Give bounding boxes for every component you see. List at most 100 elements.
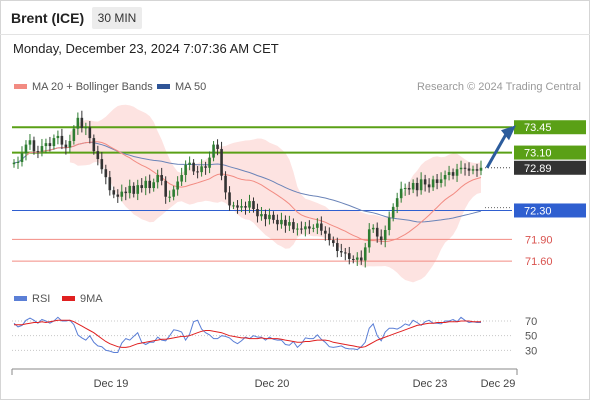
rsi-level-label: 30 — [525, 345, 537, 357]
candle — [427, 184, 431, 188]
rsi-legend-swatch — [62, 296, 75, 301]
candle — [160, 175, 163, 181]
support-badge — [514, 203, 586, 218]
candle — [132, 185, 136, 194]
candle — [200, 166, 203, 173]
candle — [431, 179, 435, 188]
x-tick-label: Dec 29 — [481, 378, 516, 390]
candle — [467, 168, 471, 171]
candle — [451, 172, 455, 176]
candle — [359, 257, 363, 261]
timeframe-button[interactable]: 30 MIN — [92, 7, 142, 29]
x-tick-label: Dec 20 — [255, 378, 290, 390]
candle — [176, 181, 179, 190]
rsi-legend-label: 9MA — [80, 293, 103, 305]
candle — [236, 205, 239, 208]
candle — [479, 167, 483, 171]
candle — [144, 180, 148, 189]
candle — [475, 169, 479, 171]
candle — [192, 162, 195, 172]
candle — [124, 191, 128, 194]
candle — [112, 190, 116, 195]
legend-label: MA 50 — [175, 81, 206, 93]
candle — [367, 229, 371, 248]
candle — [351, 258, 355, 260]
candle — [439, 179, 443, 183]
rsi-ma-line — [14, 319, 481, 348]
candle — [48, 143, 52, 147]
candle — [52, 138, 56, 147]
candle — [435, 179, 439, 183]
legend-swatch — [14, 84, 27, 89]
candle — [20, 153, 24, 162]
candle — [208, 157, 211, 168]
candle — [244, 206, 247, 208]
candle — [216, 144, 219, 149]
resistance-level-label: 73.45 — [524, 122, 552, 134]
forecast-arrow-head — [501, 125, 516, 141]
candle — [371, 227, 375, 230]
candle — [152, 182, 155, 189]
candle — [108, 177, 112, 191]
candle — [355, 257, 359, 260]
candle — [443, 175, 447, 180]
candle — [340, 251, 343, 253]
candle — [76, 117, 80, 129]
candle — [403, 188, 407, 190]
resistance-badge — [514, 145, 586, 160]
forecast-arrow-shaft — [485, 133, 508, 169]
minor-level-label: 71.90 — [525, 234, 553, 246]
candle — [80, 117, 84, 128]
candle — [268, 214, 271, 220]
candle — [252, 201, 255, 210]
candle — [128, 185, 132, 194]
candle — [72, 128, 76, 141]
candle — [272, 214, 275, 220]
candle — [68, 140, 72, 148]
candle — [280, 219, 283, 225]
candle — [300, 228, 303, 230]
candle — [168, 196, 171, 198]
candle — [120, 191, 124, 197]
instrument-title: Brent (ICE) — [11, 10, 85, 26]
minor-level-label: 71.60 — [525, 256, 553, 268]
rsi-level-label: 50 — [525, 331, 537, 343]
resistance-badge — [514, 120, 586, 135]
x-tick-label: Dec 23 — [413, 378, 448, 390]
candle — [411, 182, 415, 190]
candle — [415, 182, 419, 191]
ma20-line — [25, 141, 482, 243]
candle — [463, 167, 467, 169]
x-tick-label: Dec 19 — [94, 378, 129, 390]
candle — [36, 151, 40, 153]
candle — [304, 226, 307, 230]
candle — [288, 222, 291, 226]
candle — [136, 185, 140, 194]
candle — [60, 135, 64, 145]
candle — [240, 206, 243, 208]
candle — [84, 127, 88, 129]
candle — [292, 222, 295, 230]
candle — [260, 214, 263, 217]
candle — [224, 175, 227, 193]
candle — [328, 233, 331, 241]
candle — [88, 127, 92, 139]
candle — [116, 194, 120, 197]
candle — [204, 166, 207, 168]
legend-label: MA 20 + Bollinger Bands — [32, 81, 153, 93]
candle — [276, 219, 279, 225]
candle — [455, 169, 459, 176]
candle — [308, 226, 311, 229]
candle — [248, 201, 251, 208]
rsi-level-label: 70 — [525, 316, 537, 328]
rsi-line — [13, 316, 481, 353]
candle — [407, 188, 411, 190]
candle — [184, 164, 187, 176]
candle — [256, 209, 259, 217]
candle — [40, 146, 44, 152]
candle — [100, 159, 104, 170]
candle — [28, 140, 32, 145]
candle — [16, 161, 20, 163]
rsi-legend-label: RSI — [32, 293, 50, 305]
